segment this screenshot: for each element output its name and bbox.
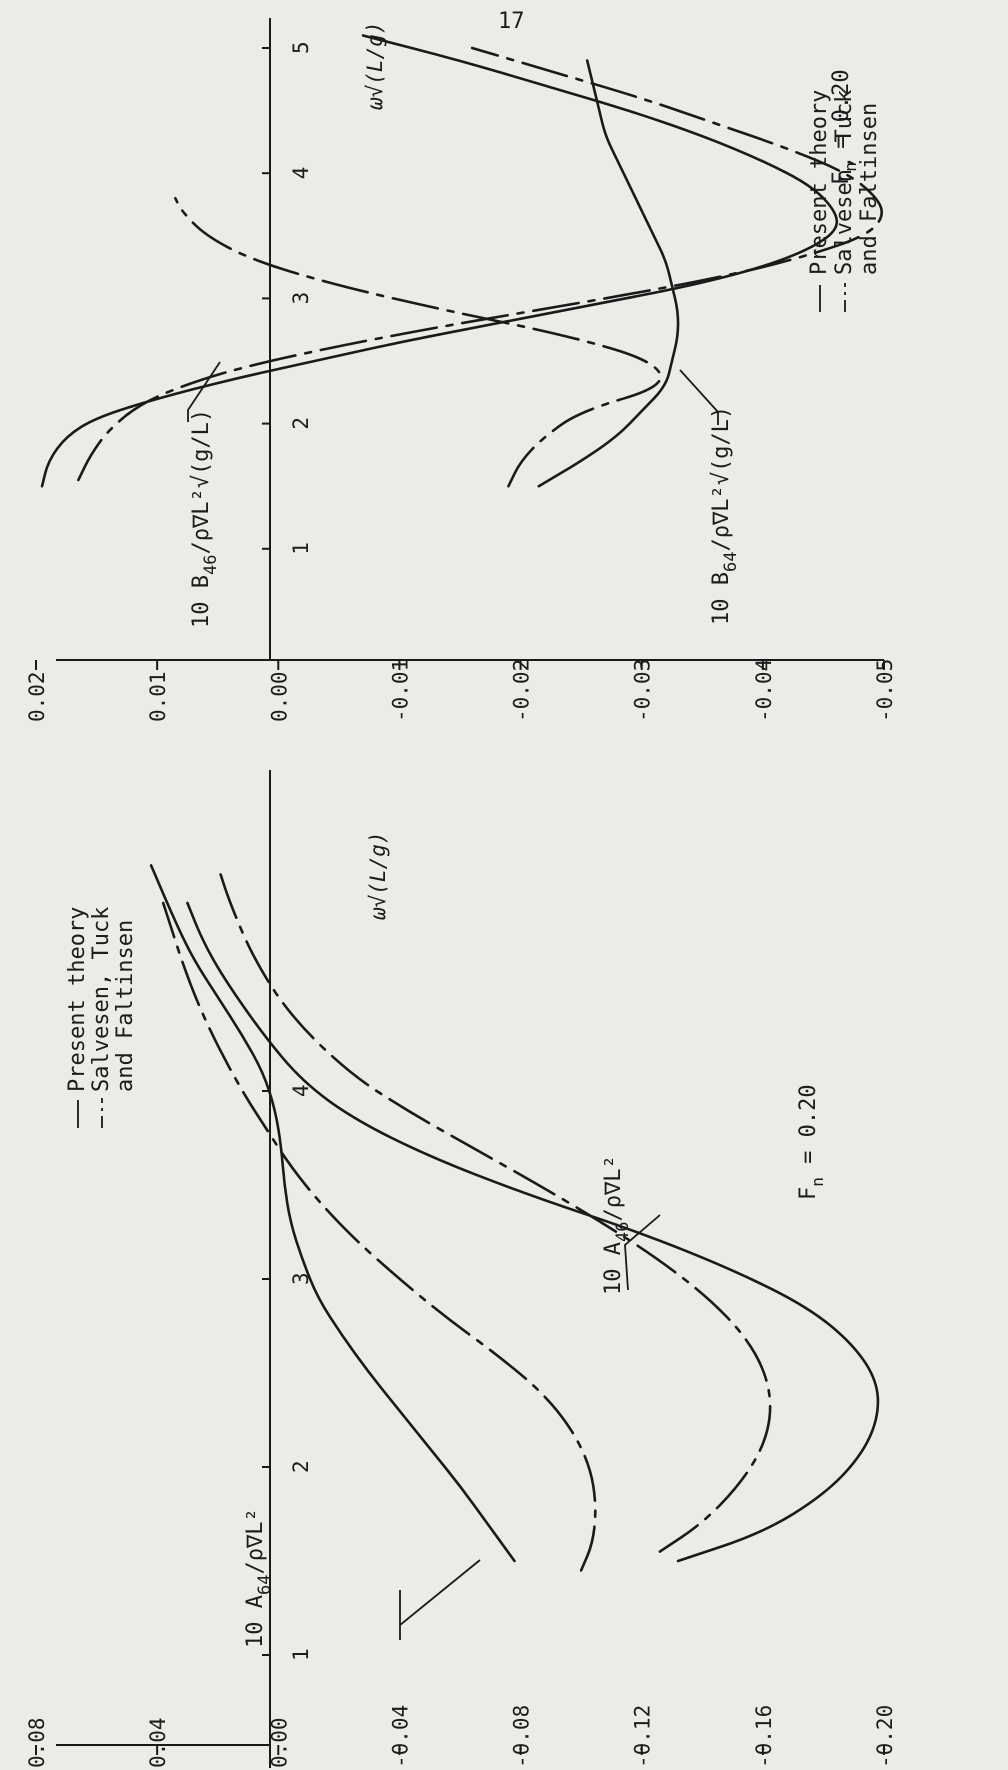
annotation-a46-leader <box>624 1214 661 1291</box>
annotation-b46: 10 B46/ρ∇L²√(g/L) <box>189 409 221 628</box>
panel-a-legend: Present theory Salvesen, Tuck and Faltin… <box>65 907 138 1128</box>
y-tick-label: -0.12 <box>631 1705 655 1768</box>
x-tick-label: 3 <box>289 1272 313 1285</box>
x-tick-label: 2 <box>289 417 313 430</box>
annotation-a46: 10 A46/ρ∇L² <box>601 1155 633 1295</box>
panel-b-x-tick-labels: 1 2 3 4 5 <box>262 41 313 555</box>
chart-panel-a: 0.08 0.04 0.00 -0.04 -0.08 -0.12 -0.16 -0.20 1 2… <box>25 770 897 1768</box>
legend-b-solid-label: Present theory <box>807 90 832 275</box>
x-tick-label: 3 <box>289 292 313 305</box>
y-tick-label: -0.04 <box>388 1705 412 1768</box>
y-tick-label: -0.05 <box>873 659 897 722</box>
y-tick-label: 0.08 <box>25 1717 49 1768</box>
series-line-dashed <box>174 196 662 488</box>
y-tick-label: -0.16 <box>752 1705 776 1768</box>
y-tick-label: -0.02 <box>510 659 534 722</box>
y-tick-label: -0.08 <box>510 1705 534 1768</box>
panel-a-y-tick-labels: 0.08 0.04 0.00 -0.04 -0.08 -0.12 -0.16 -0.20 <box>25 1705 897 1768</box>
annotation-b64-leader <box>679 369 719 425</box>
x-tick-label: 2 <box>289 1460 313 1473</box>
series-line-dashed <box>216 864 772 1553</box>
x-tick-label: 4 <box>289 167 313 180</box>
legend-solid-label: Present theory <box>65 907 90 1092</box>
series-line-dashed <box>161 901 597 1572</box>
panel-b-legend: Present theory Salvesen, Tuck and Faltin… <box>807 90 882 312</box>
panel-a-x-axis-label: ω√(L/g) <box>366 831 390 920</box>
y-tick-label: 0.01 <box>146 671 170 722</box>
panel-b-y-tick-labels: 0.02 0.01 0.00 -0.01 -0.02 -0.03 -0.04 -0.05 <box>25 659 897 722</box>
y-tick-label: -0.03 <box>631 659 655 722</box>
legend-b-dashed-label-2: and Faltinsen <box>857 103 882 275</box>
x-tick-label: 1 <box>289 1648 313 1661</box>
series-line-solid <box>186 901 880 1563</box>
panel-b-series <box>40 34 884 488</box>
x-tick-label: 4 <box>289 1084 313 1097</box>
legend-dashed-label-1: Salvesen, Tuck <box>89 907 114 1092</box>
series-line-solid <box>40 34 839 488</box>
page-number: 17 <box>498 9 525 34</box>
panel-a-froude-label: Fn = 0.20 <box>796 1084 827 1200</box>
y-tick-label: -0.01 <box>388 659 412 722</box>
annotation-b64: 10 B64/ρ∇L²√(g/L) <box>709 406 741 625</box>
legend-dashed-label-2: and Faltinsen <box>113 920 138 1092</box>
y-tick-label: 0.00 <box>267 1717 291 1768</box>
y-tick-label: 0.02 <box>25 671 49 722</box>
y-tick-label: 0.04 <box>146 1717 170 1768</box>
series-line-dashed <box>77 46 884 482</box>
y-tick-label: 0.00 <box>267 671 291 722</box>
panel-a-x-tick-labels: 1 2 3 4 <box>262 1084 313 1661</box>
series-line-solid <box>149 864 516 1563</box>
annotation-a64: 10 A64/ρ∇L² <box>243 1508 275 1648</box>
panel-a-series <box>149 864 880 1572</box>
panel-b-froude-label: Fn = 0.20 <box>829 69 860 185</box>
x-tick-label: 5 <box>289 41 313 54</box>
chart-panel-b: 0.02 0.01 0.00 -0.01 -0.02 -0.03 -0.04 -0.05 1 2… <box>25 18 897 722</box>
x-tick-label: 1 <box>289 542 313 555</box>
legend-b-dashed-label-1: Salvesen, Tuck <box>832 90 857 275</box>
series-line-solid <box>537 59 680 488</box>
y-tick-label: -0.04 <box>752 659 776 722</box>
annotation-b46-leader <box>187 361 221 422</box>
panel-b-x-axis-label: ω√(L/g) <box>363 21 387 110</box>
y-tick-label: -0.20 <box>873 1705 897 1768</box>
